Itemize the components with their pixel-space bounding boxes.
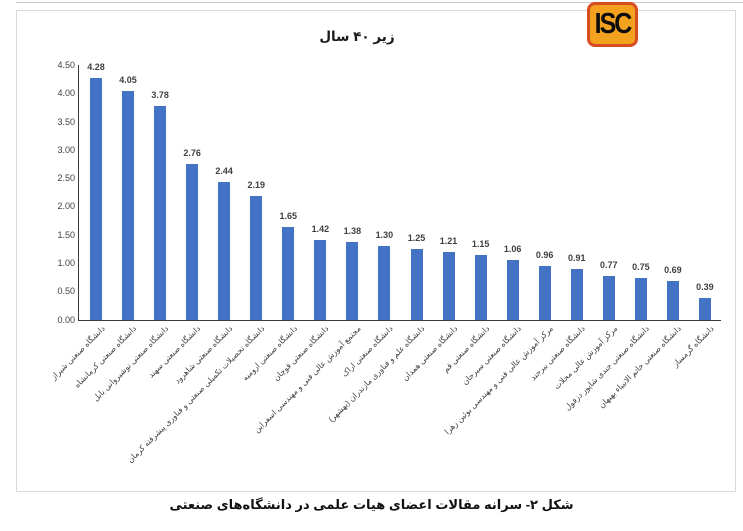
y-tick-label: 0.00 [57, 314, 75, 325]
bar [570, 268, 583, 320]
bar-value-label: 0.75 [632, 261, 650, 272]
figure-caption: شکل ۲- سرانه مقالات اعضای هیات علمی در د… [169, 497, 574, 512]
bar-value-label: 1.30 [375, 230, 394, 241]
bar-value-label: 1.15 [471, 238, 490, 249]
y-tick-label: 1.00 [57, 257, 75, 268]
bar [634, 277, 647, 320]
bar [90, 77, 102, 320]
y-tick-label: 3.50 [57, 116, 75, 127]
bar [154, 106, 167, 320]
y-axis-line [78, 65, 79, 321]
bar [698, 297, 711, 320]
bar [474, 254, 487, 320]
chart-frame [16, 10, 736, 492]
y-tick-label: 2.50 [57, 173, 75, 184]
bar-value-label: 2.44 [215, 166, 233, 176]
bar-value-label: 1.21 [439, 235, 458, 246]
bar [410, 249, 423, 320]
bar [314, 239, 327, 320]
bar-value-label: 1.65 [279, 210, 298, 221]
bar [346, 241, 359, 320]
isc-logo: ISC [587, 2, 638, 47]
bar [250, 196, 263, 320]
y-tick-label: 4.50 [57, 60, 75, 70]
bar [538, 265, 551, 320]
bar [602, 276, 615, 320]
bar [378, 246, 391, 320]
bar-value-label: 1.42 [311, 223, 330, 234]
bar-value-label: 0.69 [664, 264, 682, 275]
y-tick-label: 2.00 [57, 201, 75, 212]
bar-value-label: 2.19 [247, 180, 266, 191]
top-divider [16, 2, 743, 3]
bar [506, 260, 519, 320]
bar-value-label: 0.39 [696, 281, 714, 292]
bar-value-label: 1.38 [343, 225, 362, 236]
y-tick-label: 4.00 [57, 88, 75, 99]
y-tick-label: 3.00 [57, 144, 75, 155]
x-axis-line [78, 320, 721, 321]
chart-title: زیر ۴۰ سال [319, 29, 395, 44]
bar [218, 182, 231, 320]
bar-value-label: 0.91 [567, 252, 586, 263]
bar-value-label: 0.96 [535, 249, 554, 260]
bar-value-label: 2.76 [183, 147, 201, 158]
y-tick-label: 0.50 [57, 286, 75, 297]
isc-logo-text: ISC [594, 7, 633, 41]
bar-value-label: 4.05 [119, 74, 137, 85]
bar-value-label: 1.06 [503, 244, 522, 255]
bar [186, 163, 199, 320]
bar-value-label: 1.25 [407, 233, 426, 244]
bar [282, 226, 295, 320]
bar [666, 280, 679, 320]
bar-value-label: 0.77 [600, 260, 618, 271]
bar [442, 251, 455, 320]
bar [122, 90, 135, 320]
bar-value-label: 4.28 [87, 61, 105, 72]
y-tick-label: 1.50 [57, 229, 75, 240]
bar-value-label: 3.78 [151, 90, 169, 101]
